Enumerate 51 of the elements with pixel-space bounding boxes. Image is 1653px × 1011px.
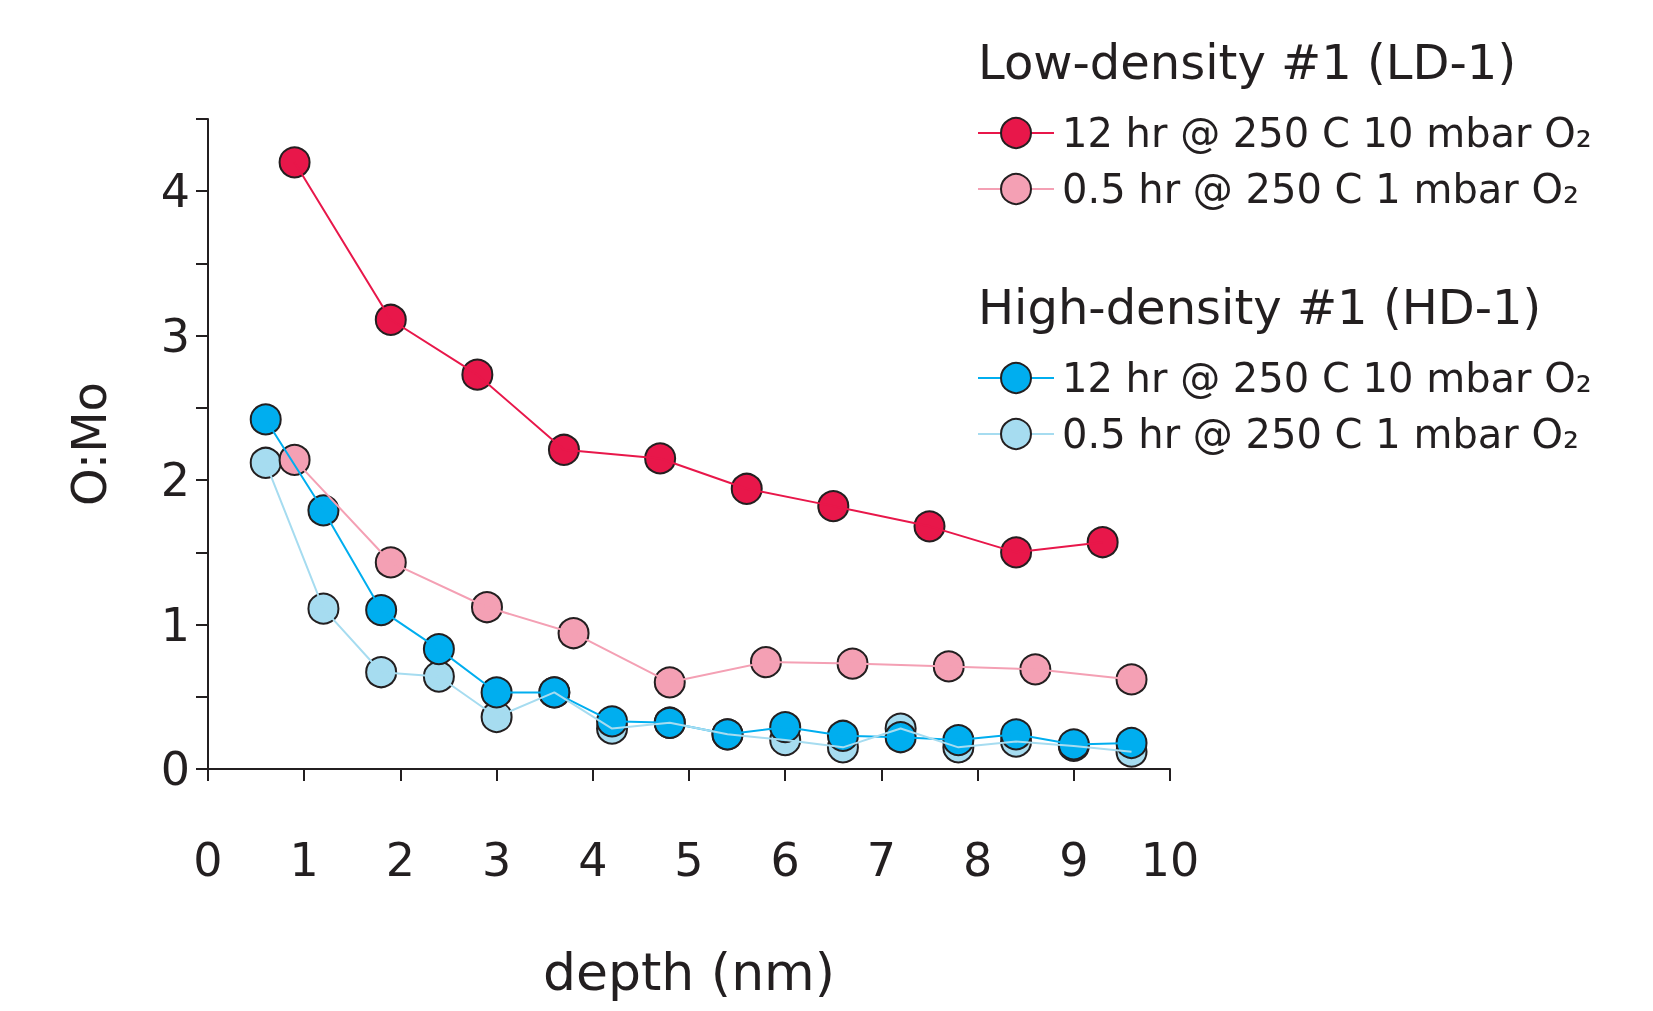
point [1000, 536, 1033, 569]
legend-label: 0.5 hr @ 250 C 1 mbar O₂ [1062, 411, 1579, 457]
y-tick-label: 2 [160, 453, 190, 508]
point [374, 303, 407, 336]
x-tick-label: 8 [962, 833, 993, 887]
point [1115, 663, 1148, 696]
x-axis-title: depth (nm) [542, 942, 836, 1002]
point [913, 510, 946, 543]
point [836, 647, 869, 680]
point [471, 591, 503, 624]
x-tick-label: 2 [385, 833, 416, 887]
point [1086, 526, 1119, 559]
point [249, 446, 282, 479]
point [1115, 727, 1148, 759]
x-tick-label: 1 [289, 833, 319, 887]
point [547, 433, 580, 466]
legend-label: 12 hr @ 250 C 10 mbar O₂ [1062, 355, 1592, 401]
point [653, 666, 686, 699]
point [932, 650, 965, 683]
y-tick-label: 3 [160, 308, 190, 363]
point [749, 646, 782, 679]
point [644, 442, 677, 475]
point [374, 546, 407, 579]
point [422, 633, 455, 666]
point [1019, 653, 1052, 686]
point [480, 676, 513, 709]
legend-label: 12 hr @ 250 C 10 mbar O₂ [1062, 110, 1592, 156]
x-tick-label: 5 [674, 833, 704, 887]
point [817, 490, 850, 523]
x-tick-label: 9 [1059, 833, 1089, 887]
y-tick-label: 1 [160, 597, 190, 652]
point [307, 592, 340, 625]
point [365, 656, 398, 689]
x-tick-label: 0 [193, 833, 223, 887]
x-tick-label: 3 [481, 833, 512, 887]
y-axis-title: O:Mo [61, 382, 117, 506]
annotation: High-density #1 (HD-1) [978, 279, 1542, 335]
point [249, 403, 282, 436]
point [278, 146, 311, 179]
y-tick-label: 0 [160, 742, 190, 796]
x-tick-label: 7 [866, 833, 897, 887]
y-tick-label: 4 [160, 164, 190, 219]
x-tick-label: 6 [770, 833, 800, 887]
legend-label: 0.5 hr @ 250 C 1 mbar O₂ [1062, 166, 1579, 212]
point [461, 358, 494, 391]
x-tick-label: 10 [1140, 833, 1200, 887]
x-tick-label: 4 [578, 833, 608, 887]
text: Low-density #1 (LD-1) [978, 34, 1517, 90]
point [365, 594, 398, 627]
point [730, 472, 763, 505]
point [557, 617, 590, 650]
